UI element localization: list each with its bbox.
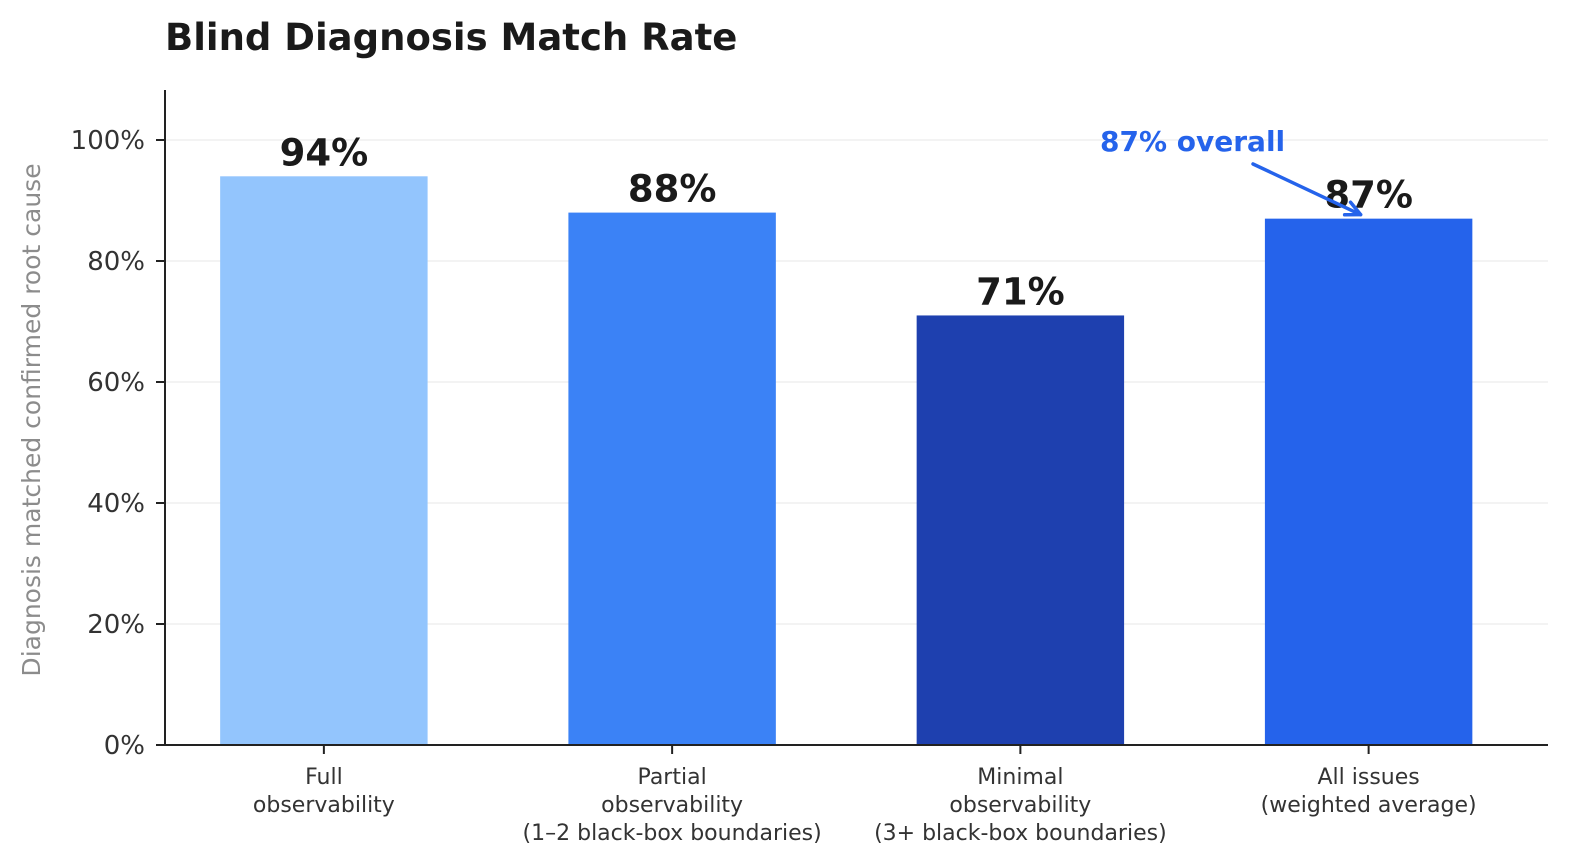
chart-title: Blind Diagnosis Match Rate <box>165 16 737 59</box>
data-label: 87% <box>1324 174 1413 217</box>
x-tick-label: Partial <box>638 765 707 790</box>
annotation-arrowhead <box>1342 200 1363 217</box>
x-tick-label: Full <box>305 765 343 790</box>
y-tick-label: 20% <box>87 610 145 640</box>
y-tick-label: 0% <box>104 731 145 761</box>
y-axis-label: Diagnosis matched confirmed root cause <box>17 163 46 676</box>
annotation-arrow <box>1251 162 1363 217</box>
y-tick-label: 100% <box>71 126 145 156</box>
annotation: 87% overall <box>1100 125 1363 217</box>
bar <box>220 176 428 746</box>
bar <box>916 315 1125 745</box>
x-tick-label: (3+ black-box boundaries) <box>874 821 1167 846</box>
y-tick-label: 80% <box>87 247 145 277</box>
x-tick-label: (1–2 black-box boundaries) <box>523 821 822 846</box>
y-ticks: 0% 20% 40% 60% 80% 100% <box>71 126 165 761</box>
x-tick-label: Minimal <box>977 765 1063 790</box>
bar <box>568 212 776 746</box>
bar <box>1264 218 1473 745</box>
data-labels: 94% 88% 71% 87% <box>280 131 1413 313</box>
y-tick-label: 40% <box>87 489 145 519</box>
x-ticks: Full observability Partial observability (1–… <box>253 745 1477 846</box>
x-tick-label: observability <box>601 793 743 818</box>
x-tick-label: (weighted average) <box>1261 793 1477 818</box>
data-label: 94% <box>280 131 369 174</box>
x-tick-label: All issues <box>1318 765 1420 790</box>
data-label: 88% <box>628 168 717 211</box>
y-tick-label: 60% <box>87 368 145 398</box>
bars <box>220 176 1473 746</box>
axes <box>164 90 1548 746</box>
annotation-text: 87% overall <box>1100 125 1285 158</box>
x-tick-label: observability <box>253 793 395 818</box>
data-label: 71% <box>976 270 1065 313</box>
x-tick-label: observability <box>949 793 1091 818</box>
